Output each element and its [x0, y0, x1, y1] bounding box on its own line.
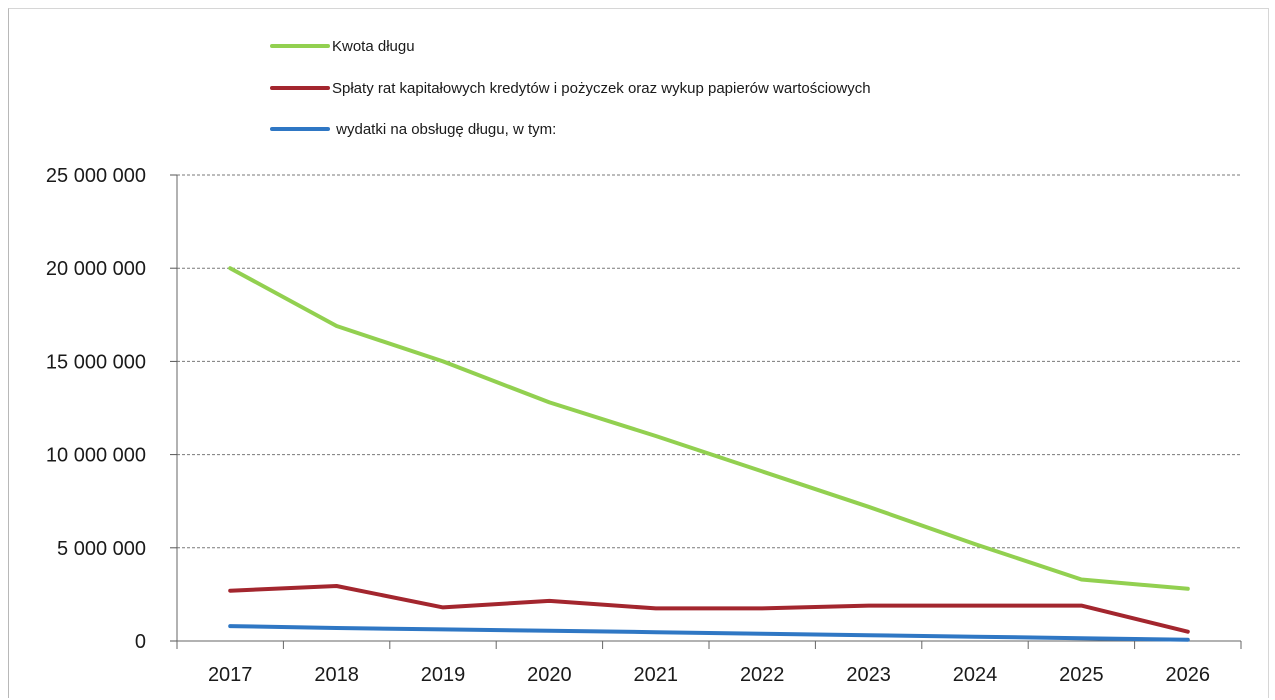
data-point — [760, 632, 764, 636]
x-axis-ticks: 2017 2018 2019 2020 2021 2022 2023 2024 2025 2026 — [176, 641, 1242, 686]
x-tick-label: 2017 — [208, 664, 253, 686]
data-point — [973, 604, 977, 608]
legend-label: Spłaty rat kapitałowych kredytów i pożyc… — [332, 80, 871, 97]
data-point — [228, 266, 232, 270]
y-tick-label: 20 000 000 — [46, 258, 146, 280]
data-point — [654, 606, 658, 610]
data-point — [335, 584, 339, 588]
series-line-2 — [228, 584, 1190, 634]
data-point — [547, 629, 551, 633]
x-tick-label: 2026 — [1166, 664, 1211, 686]
x-tick-label: 2022 — [740, 664, 785, 686]
data-point — [335, 324, 339, 328]
y-tick-label: 0 — [135, 631, 146, 653]
data-point — [867, 505, 871, 509]
y-tick-label: 15 000 000 — [46, 351, 146, 373]
gridlines — [177, 174, 1241, 549]
data-point — [335, 626, 339, 630]
data-point — [547, 400, 551, 404]
data-point — [760, 606, 764, 610]
data-point — [1186, 638, 1190, 642]
legend-label: Kwota długu — [332, 38, 415, 55]
x-tick-label: 2025 — [1059, 664, 1104, 686]
data-point — [441, 627, 445, 631]
chart-frame — [8, 8, 1269, 698]
x-tick-label: 2021 — [634, 664, 679, 686]
data-point — [547, 599, 551, 603]
data-point — [1186, 630, 1190, 634]
data-point — [867, 604, 871, 608]
data-point — [441, 359, 445, 363]
x-tick-label: 2024 — [953, 664, 998, 686]
data-point — [441, 605, 445, 609]
x-tick-label: 2023 — [846, 664, 891, 686]
data-point — [1186, 587, 1190, 591]
data-point — [228, 589, 232, 593]
series-lines — [228, 266, 1190, 642]
series-line-3 — [228, 624, 1190, 642]
data-point — [1079, 604, 1083, 608]
legend-label: wydatki na obsługę długu, w tym: — [332, 121, 556, 138]
x-tick-label: 2020 — [527, 664, 572, 686]
series-line-1 — [228, 266, 1190, 591]
y-tick-label: 10 000 000 — [46, 445, 146, 467]
y-tick-label: 25 000 000 — [46, 165, 146, 187]
data-point — [973, 635, 977, 639]
x-tick-label: 2019 — [421, 664, 466, 686]
y-axis-ticks: 0 5 000 000 10 000 000 15 000 000 20 000 000… — [46, 165, 177, 653]
data-point — [760, 469, 764, 473]
x-tick-label: 2018 — [314, 664, 359, 686]
data-point — [228, 624, 232, 628]
data-point — [973, 542, 977, 546]
axes — [176, 175, 1241, 642]
data-point — [1079, 636, 1083, 640]
y-tick-label: 5 000 000 — [57, 538, 146, 560]
data-point — [867, 633, 871, 637]
data-point — [654, 630, 658, 634]
data-point — [1079, 577, 1083, 581]
data-point — [654, 434, 658, 438]
legend: Kwota długu Spłaty rat kapitałowych kredy… — [270, 38, 871, 138]
